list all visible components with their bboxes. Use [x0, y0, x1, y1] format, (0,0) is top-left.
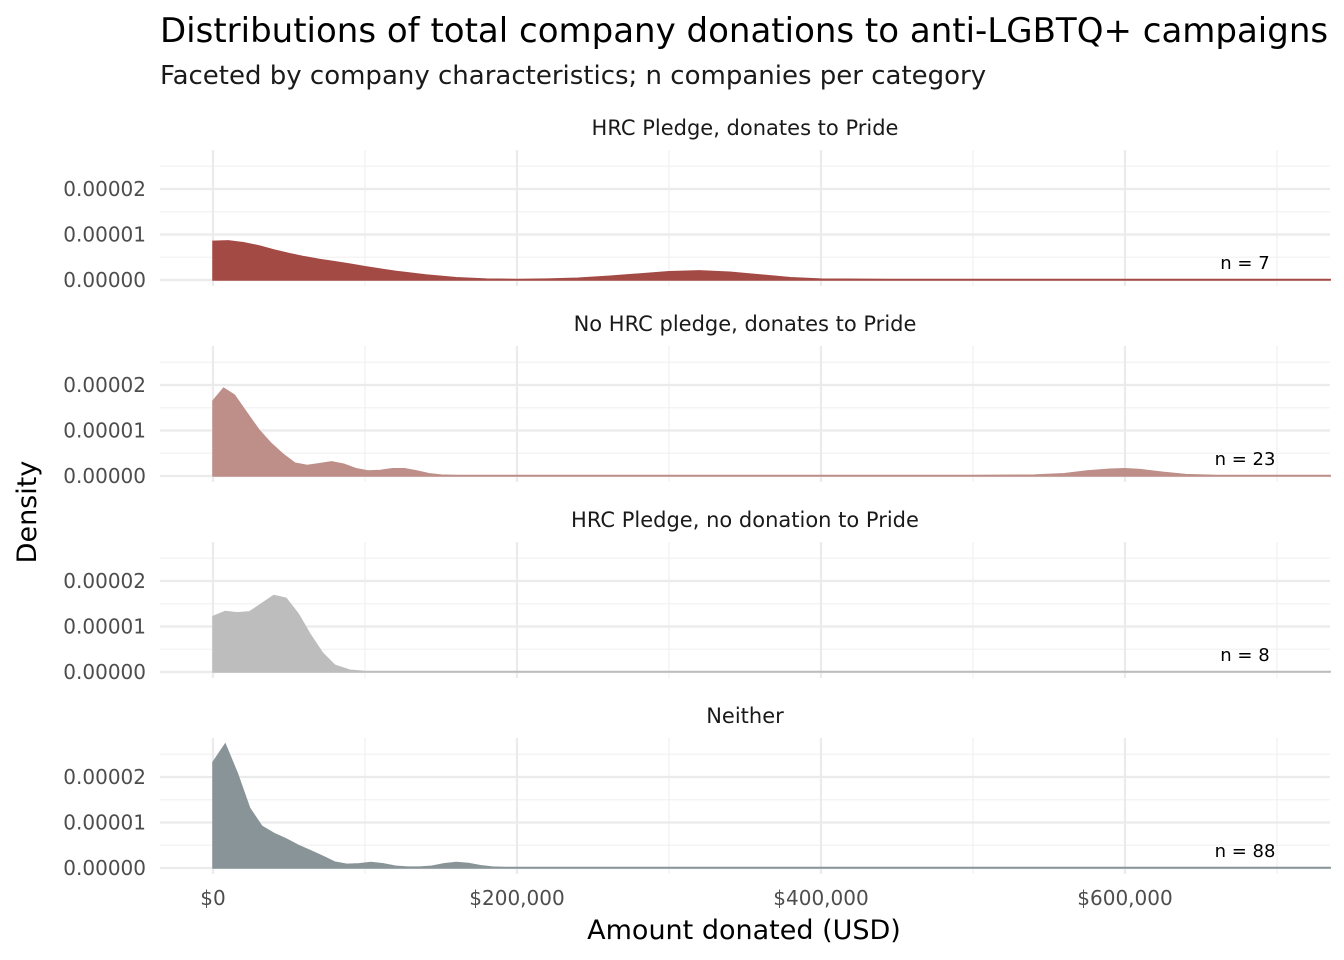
facet-panels: HRC Pledge, donates to Pride 0.00000 0.000…: [63, 116, 1331, 880]
y-tick-label: 0.00001: [63, 419, 146, 443]
chart-subtitle: Faceted by company characteristics; n co…: [160, 61, 986, 91]
facet-strip-label: HRC Pledge, donates to Pride: [592, 116, 899, 140]
facet-panel: Neither 0.00000 0.00001 0.00002 n = 88: [63, 704, 1331, 880]
x-tick-label: $400,000: [773, 886, 868, 910]
n-count-label: n = 7: [1220, 253, 1269, 274]
facet-panel: HRC Pledge, no donation to Pride 0.00000 0…: [63, 508, 1331, 684]
y-tick-label: 0.00002: [63, 177, 146, 201]
y-tick-label: 0.00001: [63, 615, 146, 639]
density-area: [212, 594, 1331, 673]
facet-panel: No HRC pledge, donates to Pride 0.00000 0.…: [63, 312, 1331, 488]
x-tick-label: $600,000: [1077, 886, 1172, 910]
n-count-label: n = 88: [1215, 841, 1276, 862]
y-tick-label: 0.00001: [63, 223, 146, 247]
density-area: [212, 742, 1331, 869]
density-area: [212, 240, 1331, 281]
x-axis: $0 $200,000 $400,000 $600,000: [200, 886, 1172, 910]
x-tick-label: $200,000: [469, 886, 564, 910]
facet-strip-label: Neither: [706, 704, 784, 728]
facet-strip-label: HRC Pledge, no donation to Pride: [571, 508, 919, 532]
chart-title: Distributions of total company donations…: [160, 11, 1328, 51]
x-tick-label: $0: [200, 886, 225, 910]
y-tick-label: 0.00002: [63, 765, 146, 789]
y-tick-label: 0.00000: [63, 268, 146, 292]
x-axis-title: Amount donated (USD): [587, 915, 901, 946]
y-tick-label: 0.00000: [63, 464, 146, 488]
y-tick-label: 0.00002: [63, 569, 146, 593]
facet-panel: HRC Pledge, donates to Pride 0.00000 0.000…: [63, 116, 1331, 292]
y-tick-label: 0.00000: [63, 660, 146, 684]
n-count-label: n = 8: [1220, 645, 1269, 666]
y-tick-label: 0.00000: [63, 856, 146, 880]
n-count-label: n = 23: [1215, 449, 1276, 470]
facet-strip-label: No HRC pledge, donates to Pride: [574, 312, 917, 336]
y-tick-label: 0.00001: [63, 811, 146, 835]
y-tick-label: 0.00002: [63, 373, 146, 397]
density-area: [212, 387, 1331, 477]
y-axis-title: Density: [12, 461, 43, 564]
